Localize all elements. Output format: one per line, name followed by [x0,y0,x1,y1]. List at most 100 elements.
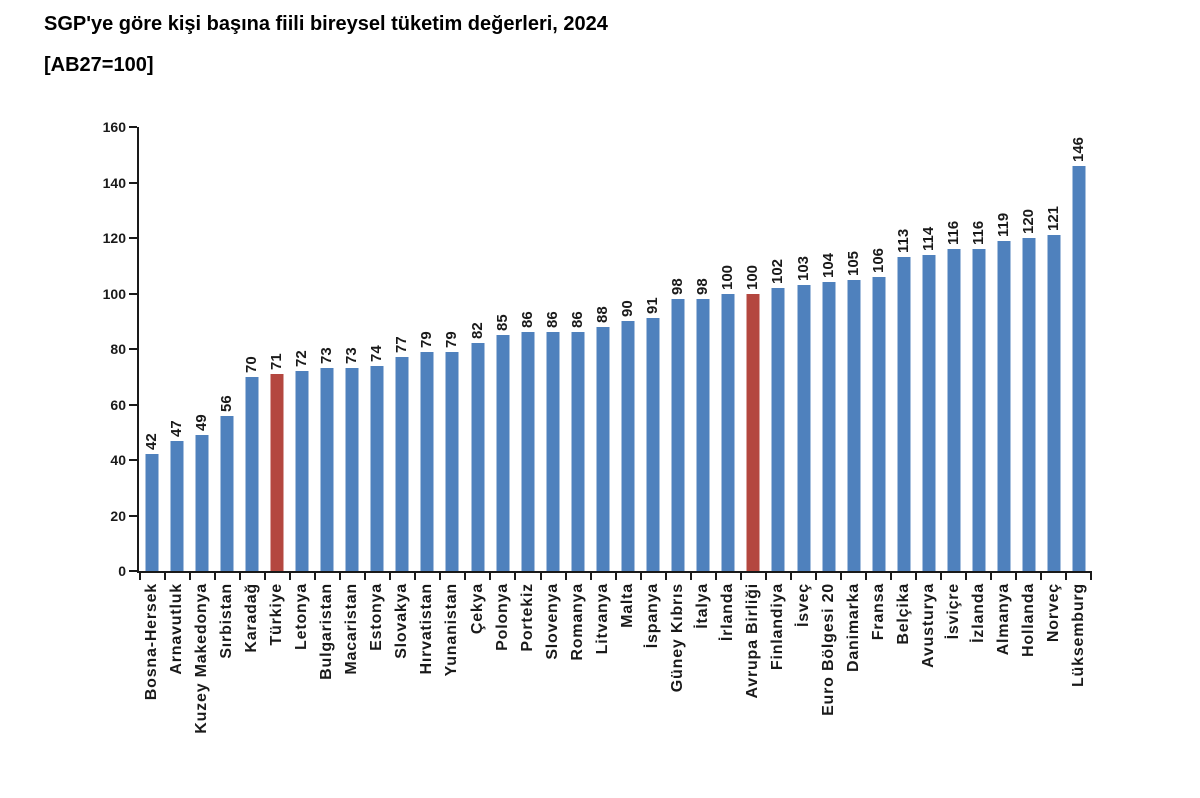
bar-column: 102 [766,127,791,571]
y-axis-tick [129,459,137,461]
bar-value-label: 49 [192,414,210,432]
bar-value-label: 98 [669,278,687,296]
bar-column: 74 [365,127,390,571]
x-axis-category-label: İspanya [644,583,662,649]
x-axis-category-label: Güney Kıbrıs [669,583,687,693]
x-axis-tick [264,573,289,580]
bar-column: 103 [791,127,816,571]
x-axis-category: Romanya [565,582,590,796]
bar-column: 121 [1042,127,1067,571]
x-axis-category-label: Hollanda [1020,583,1038,657]
bar-value-label: 116 [945,220,963,246]
x-axis-tick [789,573,815,580]
x-axis-category: Malta [615,582,640,796]
x-axis-category: Belçika [891,582,916,796]
bar [170,440,184,571]
bar-column: 56 [214,127,239,571]
bar [195,435,209,571]
bar-value-label: 119 [995,212,1013,237]
x-axis-category: Euro Bölgesi 20 [816,582,841,796]
chart-subtitle: [AB27=100] [44,54,154,76]
x-axis-category-label: Slovenya [543,583,561,660]
bar-column: 98 [691,127,716,571]
bar-column: 77 [390,127,415,571]
bar-column: 105 [841,127,866,571]
bar [1022,238,1036,571]
bar [997,240,1011,571]
bar-value-label: 90 [619,300,637,318]
bar-column: 73 [340,127,365,571]
x-axis-category-label: Litvanya [593,583,611,655]
y-axis-tick [129,237,137,239]
x-axis-category-label: İsveç [794,583,812,628]
bar-value-label: 47 [167,419,185,437]
x-axis-category: Güney Kıbrıs [666,582,691,796]
x-axis-category-label: Hırvatistan [418,583,436,675]
x-axis-tick [1065,573,1093,580]
x-axis-category-label: Portekiz [518,583,536,652]
x-axis-category: Avusturya [916,582,941,796]
bar-column: 100 [716,127,741,571]
bar-value-label: 85 [493,314,511,332]
y-axis-tick-label: 60 [110,396,126,413]
bar-value-label: 100 [719,264,737,290]
x-axis-category: Türkiye [264,582,289,796]
bar-column: 98 [666,127,691,571]
y-axis-tick [129,403,137,406]
x-axis-tick [664,573,690,580]
x-axis-tick [139,573,164,580]
bar-column: 42 [139,127,164,571]
bar-column: 114 [916,127,941,571]
y-axis-tick-label: 140 [102,174,126,191]
x-axis-tick [489,573,514,580]
y-axis-tick-label: 20 [110,507,126,524]
x-axis-tick [339,573,364,580]
bar-value-label: 70 [242,356,260,373]
bar [947,249,961,571]
x-axis-category-label: Bulgaristan [318,583,336,680]
x-axis-category: Hırvatistan [415,582,440,796]
x-axis-category: Portekiz [515,582,540,796]
bar-value-label: 120 [1020,208,1038,234]
x-axis-tick [814,573,840,580]
bar [922,254,936,571]
x-axis-tick [990,573,1015,580]
bar-column: 91 [641,127,666,571]
x-axis-category-label: Euro Bölgesi 20 [819,583,837,716]
x-axis-category: İrlanda [716,582,741,796]
y-axis-tick-label: 160 [102,119,126,135]
chart-title: SGP'ye göre kişi başına fiili bireysel t… [44,13,608,35]
bar [1072,165,1086,571]
bar-column: 86 [565,127,590,571]
bar-column: 70 [239,127,264,571]
bar-value-label: 103 [794,256,812,282]
bar-column: 116 [967,127,992,571]
x-axis-tick [940,573,965,580]
bar-column: 47 [164,127,189,571]
x-axis-category-label: Çekya [468,583,486,635]
bar-column: 146 [1067,127,1092,571]
bar-value-label: 42 [142,433,160,451]
x-axis-category: Lüksemburg [1067,582,1092,796]
x-axis-category: Finlandiya [766,582,791,796]
bar [521,332,535,571]
x-axis-category-label: Kuzey Makedonya [192,583,210,734]
bar [471,343,485,571]
x-axis-category-label: Malta [619,583,637,628]
bar [897,257,911,571]
bar-column: 119 [992,127,1017,571]
y-axis-tick [129,514,137,517]
bar-column: 86 [540,127,565,571]
x-axis-tick [1015,573,1040,580]
x-axis-tick [564,573,590,580]
x-axis-tick [464,573,489,580]
bar-value-label: 79 [418,331,436,348]
x-axis-category: Danimarka [841,582,866,796]
x-axis-category: Karadağ [239,582,264,796]
y-axis-tick-label: 80 [110,341,126,357]
x-axis-category-label: Avusturya [919,583,937,668]
bar [1047,235,1061,571]
x-axis-category-label: Avrupa Birliği [744,583,762,699]
y-axis-tick [129,348,137,350]
